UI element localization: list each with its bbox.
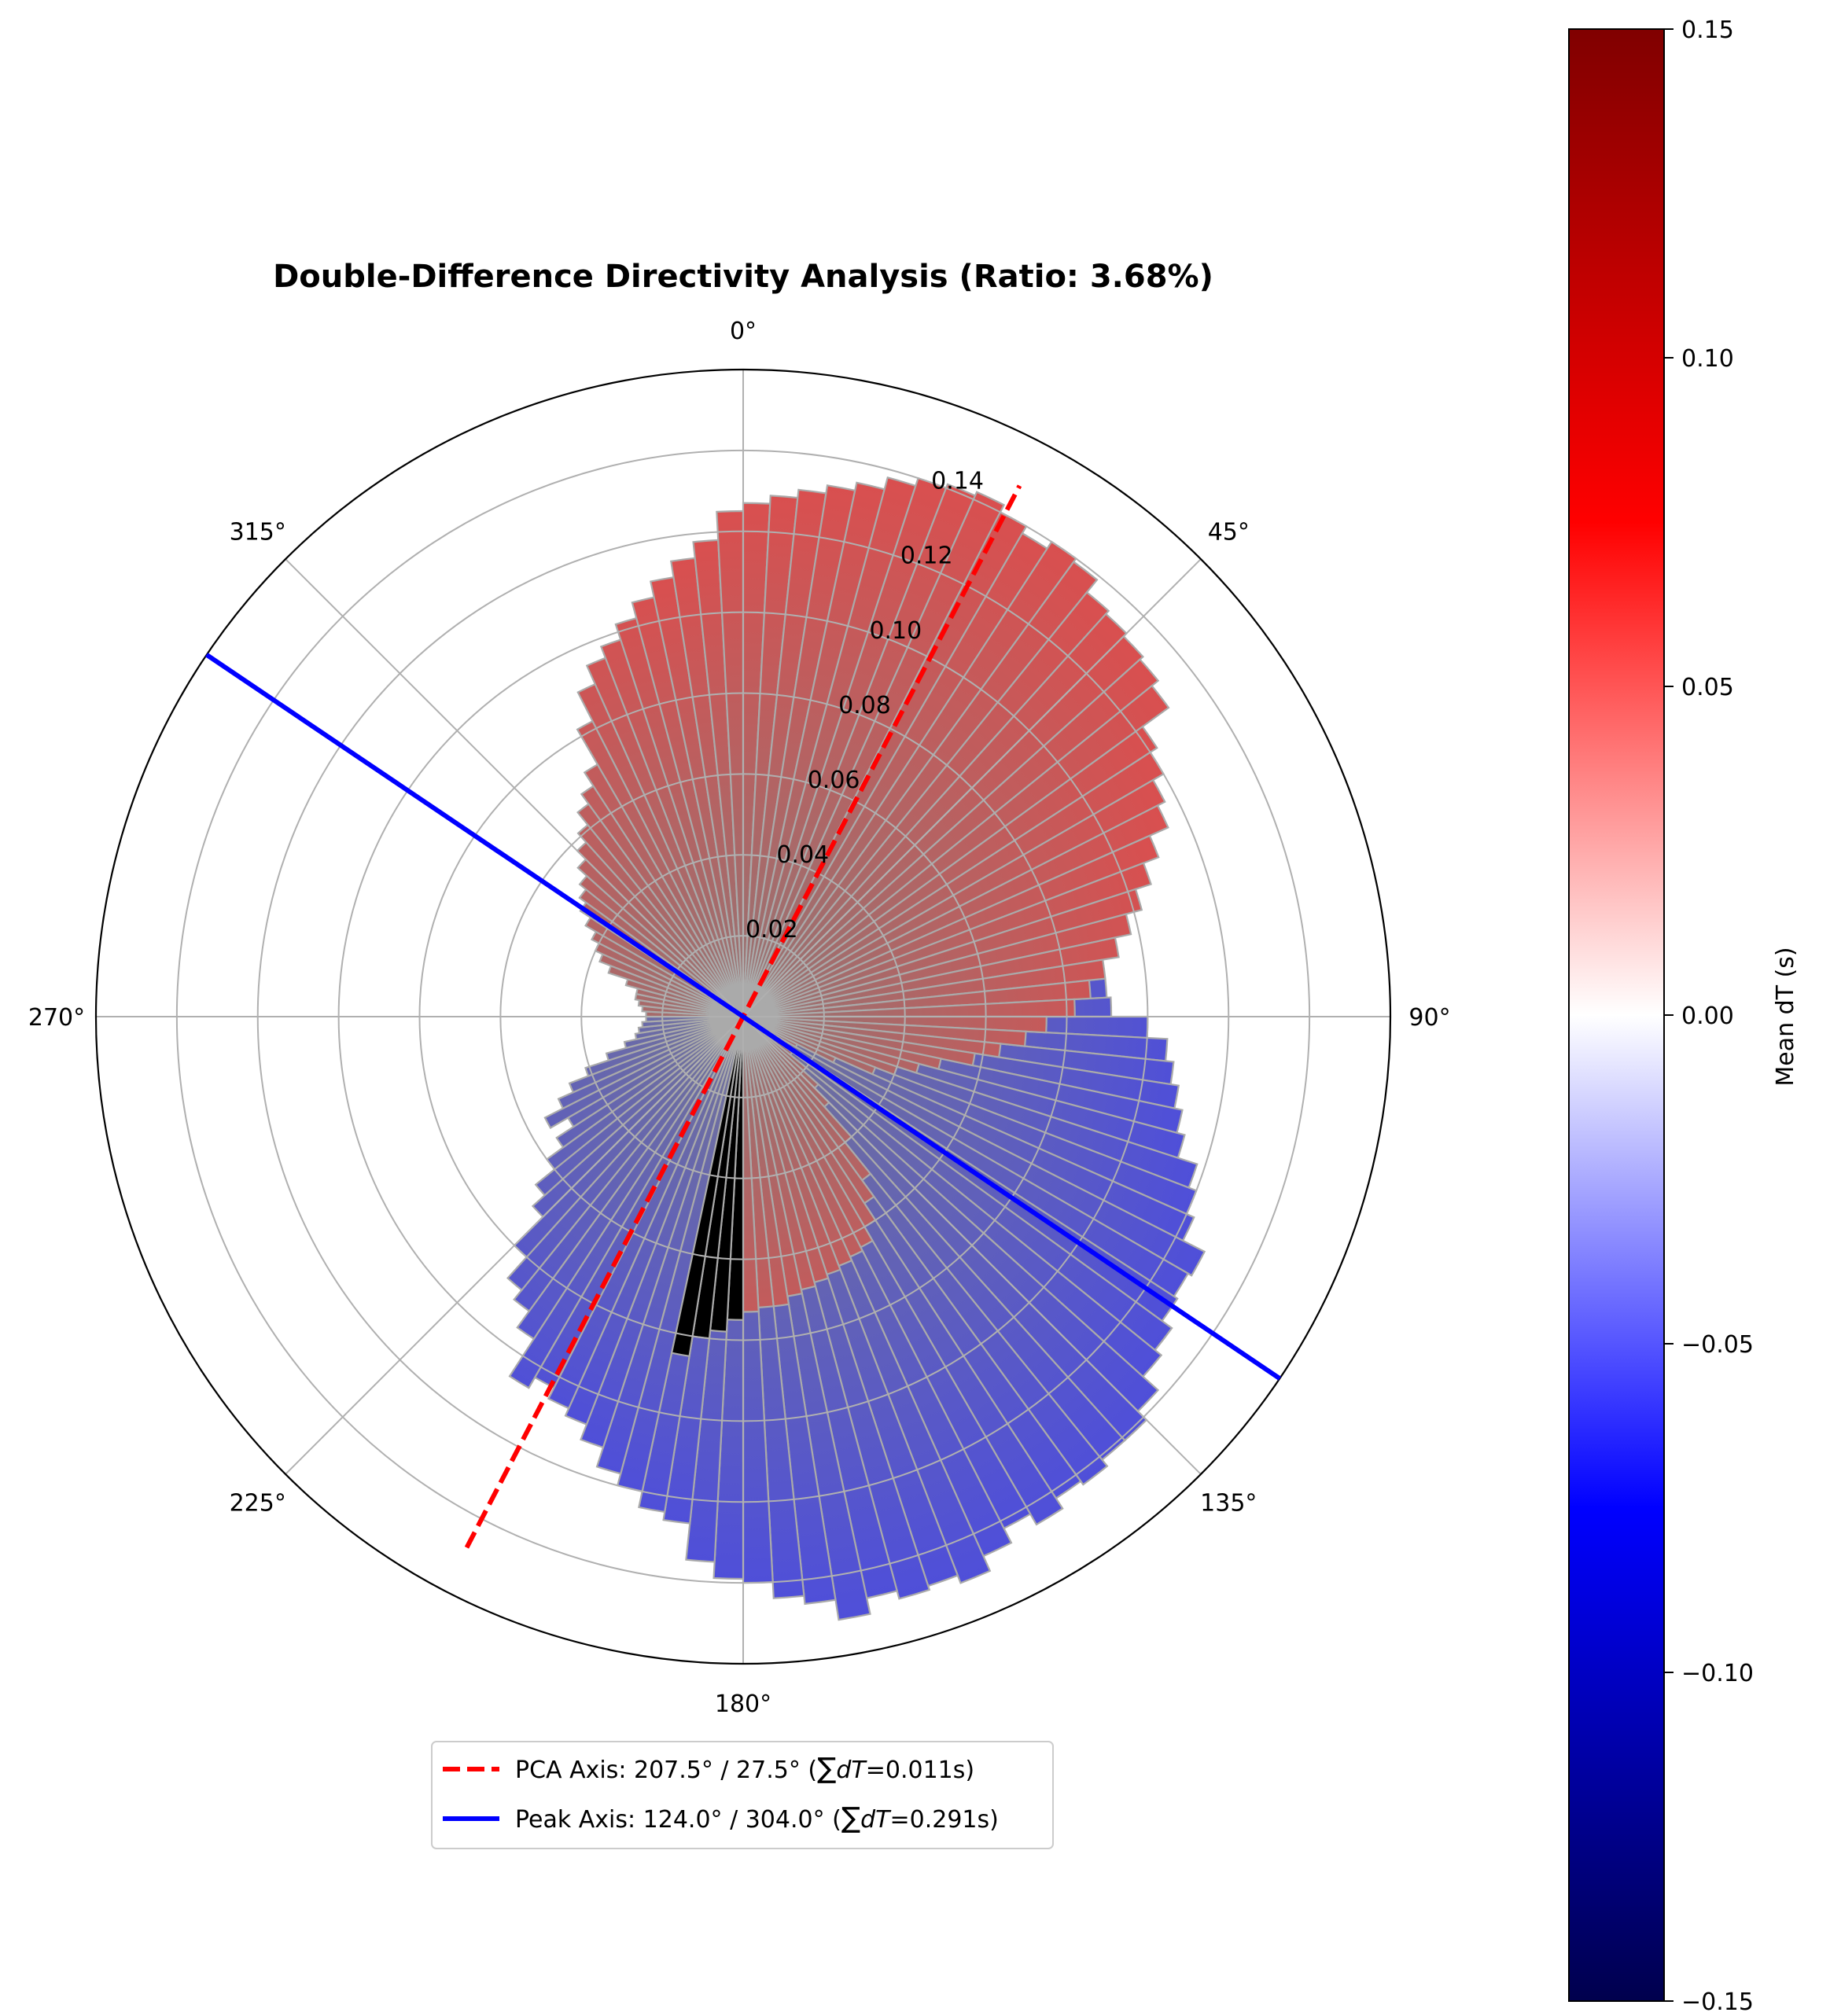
bars-layer <box>506 476 1206 1621</box>
bar <box>623 1015 744 1050</box>
colorbar: 0.15 0.10 0.05 0.00 −0.05 −0.10 −0.15 Mean dT (… <box>1568 17 1799 2016</box>
bar <box>670 1016 745 1358</box>
colorbar-tick-label: 0.05 <box>1681 674 1734 701</box>
colorbar-tick-label: −0.10 <box>1681 1660 1754 1687</box>
bar <box>634 1015 744 1041</box>
bar <box>506 1016 744 1292</box>
theta-tick-label: 0° <box>730 318 757 345</box>
r-tick-label: 0.06 <box>808 767 860 794</box>
bar <box>584 1015 744 1078</box>
legend-entry-label: Peak Axis: 124.0° / 304.0° (∑dT=0.291s) <box>515 1802 999 1834</box>
bar <box>516 1016 744 1341</box>
angular-gridline <box>285 558 744 1017</box>
r-tick-label: 0.04 <box>776 841 829 869</box>
theta-tick-label: 45° <box>1208 519 1250 546</box>
theta-tick-label: 315° <box>230 519 286 546</box>
legend-box <box>431 1741 1054 1849</box>
bar <box>742 561 1099 1017</box>
legend: PCA Axis: 207.5° / 27.5° (∑dT=0.011s) Pea… <box>431 1741 1054 1849</box>
bar <box>641 1015 744 1028</box>
theta-tick-label: 225° <box>230 1489 286 1517</box>
bar <box>742 1016 1206 1277</box>
bar <box>742 888 1143 1018</box>
bar <box>637 1015 744 1035</box>
bar <box>513 1016 744 1313</box>
bar <box>742 936 1120 1018</box>
axis-lines-layer <box>205 484 1281 1549</box>
bar <box>508 1016 744 1389</box>
angular-gridline <box>742 558 1202 1017</box>
colorbar-tick-label: −0.05 <box>1681 1331 1754 1359</box>
bar <box>742 913 1132 1018</box>
bar <box>742 979 1092 1018</box>
bar <box>568 1015 744 1094</box>
colorbar-tick-label: 0.15 <box>1681 17 1734 44</box>
r-tick-label: 0.02 <box>746 916 798 944</box>
bar <box>742 958 1106 1018</box>
bar <box>742 491 1006 1017</box>
r-tick-label: 0.14 <box>931 468 984 495</box>
r-tick-label: 0.12 <box>900 543 953 570</box>
bar <box>555 1016 744 1149</box>
theta-tick-label: 270° <box>28 1004 85 1032</box>
theta-tick-label: 180° <box>715 1690 771 1718</box>
colorbar-label: Mean dT (s) <box>1772 947 1799 1086</box>
r-tick-label: 0.08 <box>838 692 891 719</box>
chart-title: Double-Difference Directivity Analysis (… <box>273 259 1213 295</box>
labels-layer: 0° 45° 90° 135° 180° 225° 270° 315° 0.02 0.04 0.06… <box>28 318 1451 1718</box>
theta-tick-label: 135° <box>1200 1489 1257 1517</box>
bar <box>742 658 1160 1017</box>
polar-frame <box>94 368 1392 1665</box>
bar <box>742 862 1152 1018</box>
bar <box>742 590 1110 1017</box>
bar <box>543 1016 744 1129</box>
bar <box>742 804 1169 1018</box>
colorbar-gradient <box>1569 29 1664 2001</box>
peak-axis-line <box>205 653 1281 1381</box>
grid-layer <box>94 368 1392 1665</box>
bar <box>742 834 1160 1018</box>
r-tick-label: 0.10 <box>869 617 922 645</box>
theta-tick-label: 90° <box>1408 1004 1450 1032</box>
colorbar-tick-label: 0.00 <box>1681 1002 1734 1030</box>
colorbar-tick-label: 0.10 <box>1681 345 1734 373</box>
bar <box>534 1016 744 1197</box>
angular-gridline <box>742 1016 1202 1475</box>
bar <box>742 778 1166 1017</box>
bar <box>564 1016 745 1426</box>
legend-entry-label: PCA Axis: 207.5° / 27.5° (∑dT=0.011s) <box>515 1753 974 1785</box>
bar <box>557 1015 744 1110</box>
angular-gridline <box>285 1016 744 1475</box>
bar <box>742 725 1158 1017</box>
colorbar-tick-label: −0.15 <box>1681 1988 1754 2013</box>
bar <box>605 1015 744 1062</box>
